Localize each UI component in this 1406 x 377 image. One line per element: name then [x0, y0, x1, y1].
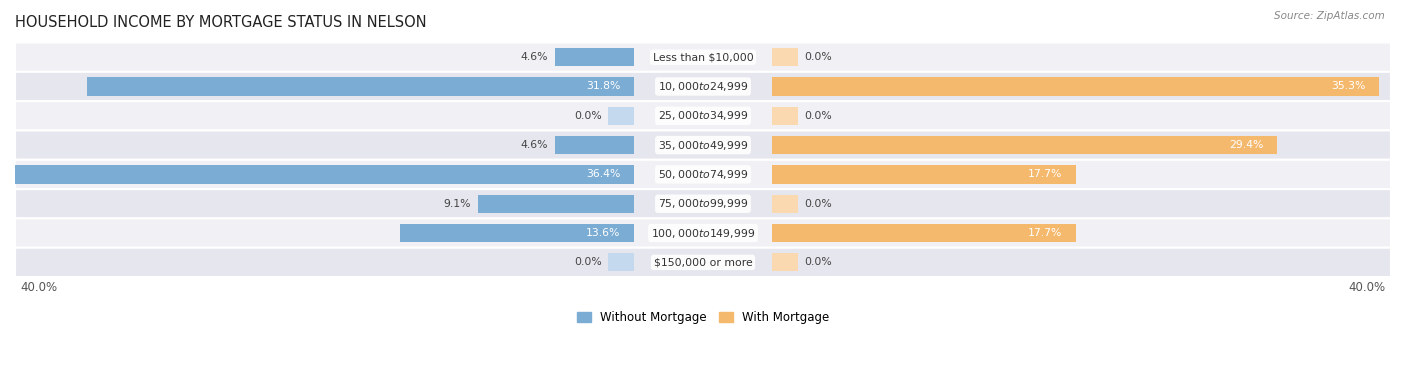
- FancyBboxPatch shape: [15, 218, 1391, 248]
- Bar: [772, 195, 797, 213]
- Text: 0.0%: 0.0%: [804, 52, 832, 62]
- Text: 0.0%: 0.0%: [804, 111, 832, 121]
- Text: $75,000 to $99,999: $75,000 to $99,999: [658, 197, 748, 210]
- Text: 0.0%: 0.0%: [574, 111, 602, 121]
- Text: 36.4%: 36.4%: [586, 169, 620, 179]
- Bar: [478, 195, 634, 213]
- Text: $50,000 to $74,999: $50,000 to $74,999: [658, 168, 748, 181]
- FancyBboxPatch shape: [15, 189, 1391, 218]
- Text: 13.6%: 13.6%: [586, 228, 620, 238]
- Bar: [772, 166, 1076, 184]
- FancyBboxPatch shape: [15, 160, 1391, 189]
- FancyBboxPatch shape: [15, 43, 1391, 72]
- Text: 9.1%: 9.1%: [443, 199, 471, 209]
- Text: 40.0%: 40.0%: [20, 280, 58, 294]
- Bar: [87, 77, 634, 95]
- Bar: [609, 253, 634, 271]
- Bar: [609, 107, 634, 125]
- Text: 40.0%: 40.0%: [1348, 280, 1386, 294]
- Bar: [401, 224, 634, 242]
- Text: 17.7%: 17.7%: [1028, 169, 1063, 179]
- Text: HOUSEHOLD INCOME BY MORTGAGE STATUS IN NELSON: HOUSEHOLD INCOME BY MORTGAGE STATUS IN N…: [15, 15, 426, 30]
- FancyBboxPatch shape: [15, 72, 1391, 101]
- Text: 4.6%: 4.6%: [520, 140, 548, 150]
- Text: $25,000 to $34,999: $25,000 to $34,999: [658, 109, 748, 122]
- FancyBboxPatch shape: [15, 130, 1391, 160]
- Bar: [8, 166, 634, 184]
- Text: 31.8%: 31.8%: [586, 81, 620, 92]
- Text: $100,000 to $149,999: $100,000 to $149,999: [651, 227, 755, 239]
- Text: Source: ZipAtlas.com: Source: ZipAtlas.com: [1274, 11, 1385, 21]
- Text: 4.6%: 4.6%: [520, 52, 548, 62]
- Text: $150,000 or more: $150,000 or more: [654, 257, 752, 267]
- Text: 0.0%: 0.0%: [574, 257, 602, 267]
- Bar: [772, 77, 1379, 95]
- Bar: [772, 107, 797, 125]
- Bar: [772, 136, 1278, 154]
- Bar: [555, 48, 634, 66]
- Text: 35.3%: 35.3%: [1331, 81, 1365, 92]
- Text: $10,000 to $24,999: $10,000 to $24,999: [658, 80, 748, 93]
- Text: 17.7%: 17.7%: [1028, 228, 1063, 238]
- Bar: [555, 136, 634, 154]
- Text: Less than $10,000: Less than $10,000: [652, 52, 754, 62]
- Text: 0.0%: 0.0%: [804, 199, 832, 209]
- FancyBboxPatch shape: [15, 101, 1391, 130]
- Text: 29.4%: 29.4%: [1229, 140, 1264, 150]
- Bar: [772, 224, 1076, 242]
- Text: 0.0%: 0.0%: [804, 257, 832, 267]
- Bar: [772, 253, 797, 271]
- Text: $35,000 to $49,999: $35,000 to $49,999: [658, 139, 748, 152]
- Legend: Without Mortgage, With Mortgage: Without Mortgage, With Mortgage: [572, 307, 834, 329]
- FancyBboxPatch shape: [15, 248, 1391, 277]
- Bar: [772, 48, 797, 66]
